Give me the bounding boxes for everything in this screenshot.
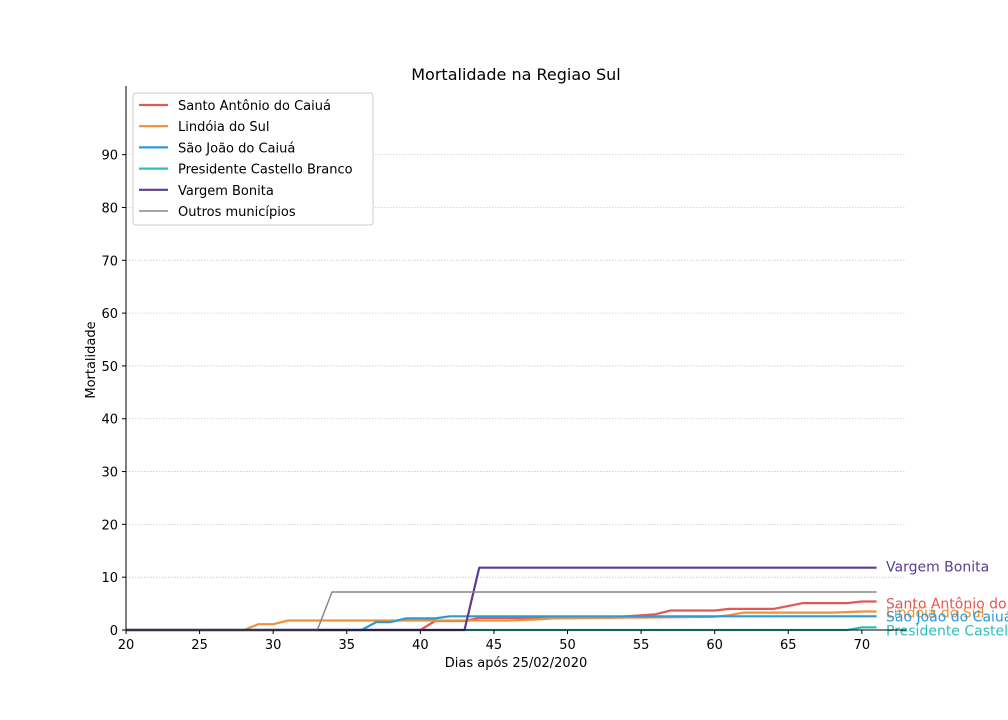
- end-label-2: São João do Caiuá: [886, 609, 1008, 625]
- x-tick-label: 45: [486, 638, 503, 653]
- y-tick-label: 20: [101, 518, 118, 533]
- legend-box: [132, 92, 374, 226]
- legend-entry-2: São João do Caiuá: [178, 141, 295, 156]
- legend-entry-3: Presidente Castello Branco: [178, 163, 353, 178]
- legend-entry-4: Vargem Bonita: [178, 184, 274, 199]
- end-label-3: Presidente Castello Branco: [886, 623, 1008, 639]
- x-tick-label: 35: [338, 638, 355, 653]
- x-tick-label: 65: [780, 638, 797, 653]
- y-tick-label: 70: [101, 254, 118, 269]
- y-tick-label: 30: [101, 466, 118, 481]
- y-tick-label: 80: [101, 201, 118, 216]
- x-tick-label: 30: [265, 638, 282, 653]
- x-tick-label: 70: [854, 638, 871, 653]
- series-line-2: [126, 615, 877, 632]
- axes: [125, 86, 906, 631]
- series-line-1: [126, 610, 877, 632]
- legend-entry-1: Lindóia do Sul: [178, 120, 269, 135]
- legend-entry-5: Outros municípios: [178, 205, 296, 220]
- x-axis-label: Dias após 25/02/2020: [445, 656, 588, 671]
- x-tick-label: 50: [559, 638, 576, 653]
- legend-entry-0: Santo Antônio do Caiuá: [178, 99, 331, 114]
- end-label-4: Vargem Bonita: [886, 560, 989, 576]
- legend: Santo Antônio do Caiuá Lindóia do Sul São …: [132, 92, 374, 226]
- end-label-0: Santo Antônio do Caiuá: [886, 596, 1008, 612]
- x-tick-label: 25: [191, 638, 208, 653]
- x-tick-label: 55: [633, 638, 650, 653]
- y-tick-label: 10: [101, 571, 118, 586]
- chart-title: Mortalidade na Regiao Sul: [411, 65, 620, 84]
- y-tick-label: 60: [101, 307, 118, 322]
- y-tick-label: 40: [101, 413, 118, 428]
- end-label-1: Lindóia do Sul: [886, 606, 985, 622]
- y-axis-ticks: 0 10 20 30 40 50 60 70 80 90: [101, 149, 126, 639]
- y-axis-label: Mortalidade: [84, 321, 99, 398]
- x-tick-label: 60: [706, 638, 723, 653]
- y-tick-label: 90: [101, 149, 118, 164]
- series-line-5: [126, 591, 877, 631]
- x-axis-ticks: 20 25 30 35 40 45 50 55 60 65 70: [118, 630, 870, 653]
- y-tick-label: 50: [101, 360, 118, 375]
- x-tick-label: 20: [118, 638, 135, 653]
- y-tick-label: 0: [110, 624, 118, 639]
- x-tick-label: 40: [412, 638, 429, 653]
